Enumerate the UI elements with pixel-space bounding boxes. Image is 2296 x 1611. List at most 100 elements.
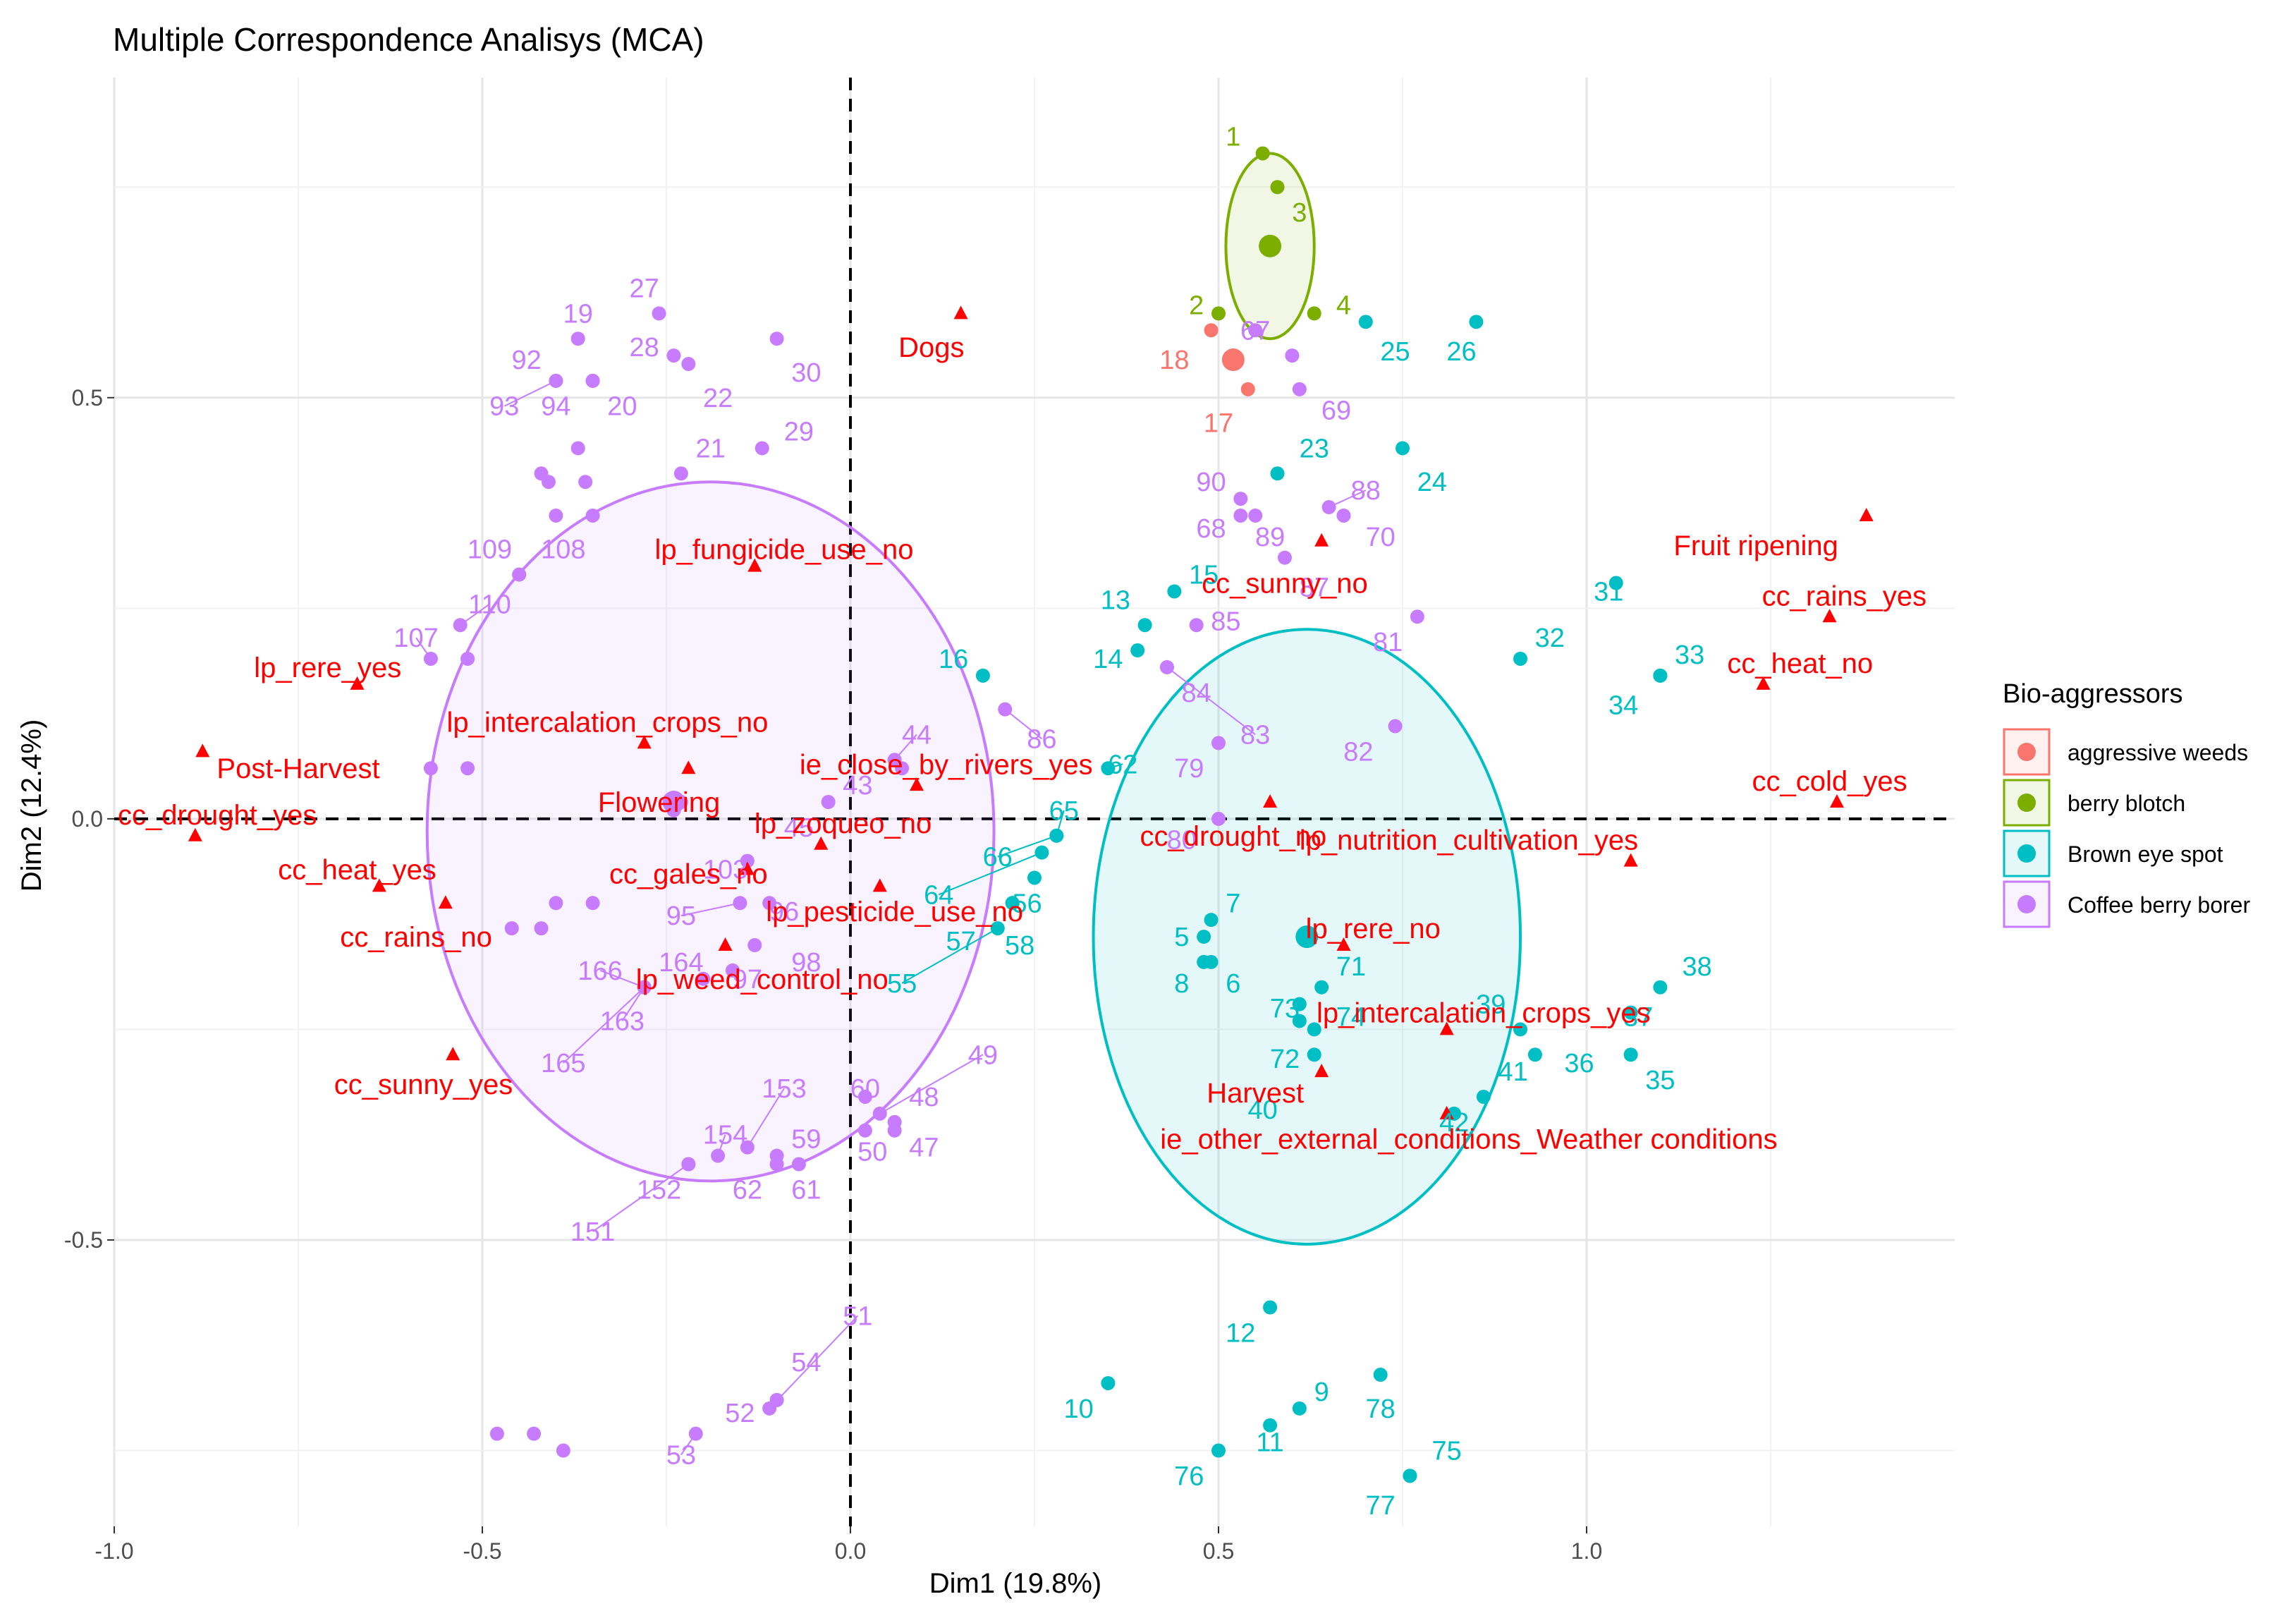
data-point [1137, 618, 1152, 633]
point-label: 73 [1270, 995, 1300, 1024]
point-label: 92 [511, 346, 541, 375]
variable-marker [747, 558, 762, 572]
point-label: 53 [666, 1440, 696, 1470]
point-label: 47 [909, 1133, 939, 1163]
variable-marker [872, 878, 887, 892]
data-point [1159, 659, 1174, 674]
point-label: 90 [1196, 468, 1226, 497]
data-point [1233, 492, 1248, 506]
data-point [556, 1443, 570, 1458]
data-point [570, 332, 585, 346]
group-centroid [1295, 925, 1319, 949]
data-point [725, 963, 740, 978]
data-point [755, 441, 769, 456]
point-label: 21 [695, 434, 725, 463]
point-label: 27 [630, 274, 659, 304]
data-point [549, 896, 563, 911]
variable-marker [718, 937, 733, 952]
x-tick-label: 1.0 [1571, 1538, 1602, 1564]
zero-lines [114, 78, 1955, 1526]
data-point [578, 475, 593, 490]
point-label: 48 [909, 1083, 939, 1112]
data-point [821, 795, 836, 809]
variable-label: lp_nutrition_cultivation_yes [1300, 825, 1638, 856]
point-label: 3 [1292, 198, 1307, 228]
legend-title: Bio-aggressors [2003, 679, 2183, 709]
legend-key-dot [2017, 743, 2036, 761]
point-label: 74 [1336, 1003, 1366, 1033]
variable-marker [740, 861, 755, 875]
variable-marker [188, 827, 202, 841]
point-label: 42 [1439, 1108, 1469, 1138]
data-point [1197, 930, 1211, 944]
data-point [1240, 382, 1255, 396]
legend-label: berry blotch [2068, 791, 2185, 816]
variable-label: cc_heat_yes [278, 855, 436, 886]
data-point [1101, 761, 1116, 776]
data-point [534, 921, 549, 936]
point-label: 41 [1498, 1057, 1527, 1087]
data-point [857, 1089, 872, 1104]
data-point [1358, 315, 1373, 329]
point-label: 45 [784, 813, 814, 843]
x-tick-label: -1.0 [94, 1538, 133, 1564]
variable-marker [350, 676, 365, 690]
point-label: 163 [600, 1007, 645, 1036]
point-label: 1 [1226, 123, 1240, 152]
point-label: 20 [607, 392, 637, 422]
point-label: 96 [769, 897, 799, 927]
data-point [489, 1426, 504, 1441]
group-centroid [1259, 234, 1282, 257]
point-label: 32 [1535, 624, 1565, 653]
legend-key-dot [2017, 794, 2036, 812]
data-point [887, 1123, 902, 1138]
legend-key-dot [2017, 895, 2036, 913]
data-point [688, 1426, 703, 1441]
data-point [1130, 643, 1145, 658]
variable-label: Harvest [1207, 1078, 1304, 1109]
data-point [1513, 1022, 1528, 1037]
point-label: 57 [946, 927, 975, 956]
data-point [1263, 1300, 1278, 1315]
point-label: 10 [1063, 1394, 1093, 1424]
point-label: 89 [1255, 523, 1285, 552]
data-point [1292, 1401, 1307, 1416]
point-label: 98 [791, 948, 821, 978]
point-label: 55 [887, 969, 917, 999]
variable-label: Post-Harvest [216, 753, 379, 784]
variable-label: lp_weed_control_no [636, 964, 889, 995]
variable-label: Flowering [598, 787, 720, 818]
chart-title: Multiple Correspondence Analisys (MCA) [113, 21, 704, 58]
point-label: 84 [1182, 679, 1211, 708]
variable-label: cc_sunny_no [1202, 569, 1368, 600]
data-point [998, 702, 1013, 717]
legend-label: Brown eye spot [2068, 841, 2223, 867]
point-label: 36 [1564, 1049, 1594, 1078]
data-point [990, 921, 1005, 936]
point-label: 65 [1049, 796, 1079, 826]
data-point [504, 921, 519, 936]
variable-label: cc_drought_no [1140, 821, 1327, 852]
variable-marker [438, 895, 453, 909]
y-tick-label: 0.5 [72, 385, 103, 411]
point-label: 164 [659, 948, 703, 978]
point-label: 24 [1417, 468, 1447, 497]
data-point [549, 373, 563, 388]
data-point [696, 971, 711, 986]
label-leader-lines [415, 380, 1367, 1456]
data-point [740, 1140, 755, 1155]
data-point [1204, 954, 1219, 969]
point-label: 22 [703, 384, 733, 413]
data-point [549, 508, 563, 523]
variable-label: Fruit ripening [1673, 530, 1838, 561]
point-label: 12 [1226, 1318, 1255, 1348]
data-point [1527, 1047, 1542, 1062]
data-point [1292, 382, 1307, 396]
data-point [1307, 306, 1321, 321]
point-label: 29 [784, 418, 814, 447]
leader-line [997, 834, 1057, 858]
data-point [733, 896, 747, 911]
point-label: 30 [791, 358, 821, 388]
point-label: 82 [1343, 737, 1373, 767]
